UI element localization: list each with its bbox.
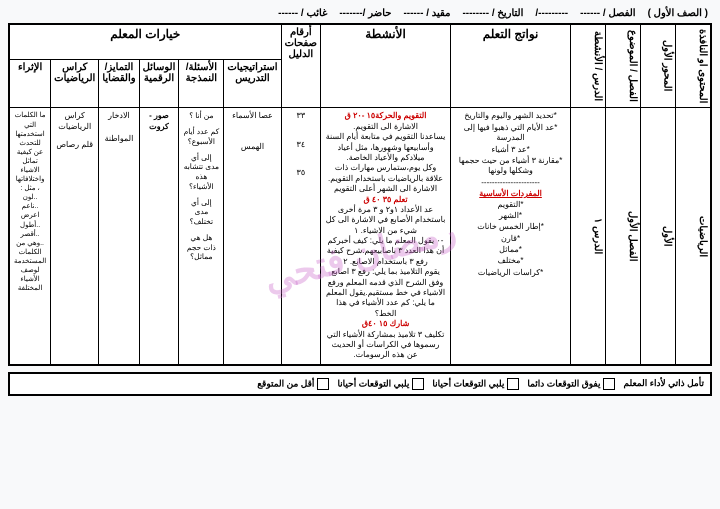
checkbox[interactable] bbox=[412, 378, 424, 390]
cell-chapter: الفصل الأول bbox=[605, 108, 640, 365]
act1-title: التقويم والحركة١٥ -٢٠ ق bbox=[325, 111, 446, 121]
cell-axis: الأول bbox=[640, 108, 675, 365]
date-label: التاريخ / -------- bbox=[462, 8, 523, 19]
cell-mathbooks: كراس الرياضياتقلم رصاص bbox=[51, 108, 99, 365]
footer-opt: يفوق التوقعات دائما bbox=[527, 378, 600, 388]
col-tools: الوسائل الرقمية bbox=[139, 59, 179, 108]
semester: ---------/ bbox=[535, 8, 568, 19]
vocab-title: المفردات الأساسية bbox=[455, 189, 566, 199]
lesson-plan-table: المحتوى او النافذة المحور الأول الفصل / … bbox=[8, 23, 712, 366]
cell-activities: التقويم والحركة١٥ -٢٠ ق الاشارة الى التق… bbox=[321, 108, 451, 365]
cell-diff: الادخارالمواطنة bbox=[99, 108, 139, 365]
col-enrich: الإثراء bbox=[9, 59, 51, 108]
options-header: خيارات المعلم bbox=[9, 24, 281, 59]
footer-bar: تأمل ذاتي لأداء المعلم يفوق التوقعات دائ… bbox=[8, 372, 712, 396]
col-activities: الأنشطة bbox=[321, 24, 451, 108]
class-label: الفصل / ------ bbox=[580, 8, 635, 19]
col-lesson: الدرس / الأنشطة bbox=[571, 24, 606, 108]
checkbox[interactable] bbox=[317, 378, 329, 390]
act2-title: تعلم ٣٥ ٤٠ ق bbox=[325, 195, 446, 205]
col-content: المحتوى او النافذة bbox=[675, 24, 711, 108]
page-header: ( الصف الأول ) الفصل / ------ ---------/… bbox=[8, 8, 712, 19]
footer-opt: يلبي التوقعات أحيانا bbox=[432, 378, 504, 388]
absent: غائب / ------ bbox=[278, 8, 327, 19]
col-diff: التمايز/ والقضايا bbox=[99, 59, 139, 108]
col-modeling: الأسئلة/ النمذجة bbox=[179, 59, 224, 108]
cell-modeling: من أنا ؟كم عدد أيام الأسبوع؟إلى أي مدى ت… bbox=[179, 108, 224, 365]
cell-outcomes: *تحديد الشهر واليوم والتاريخ*عد الأيام ا… bbox=[451, 108, 571, 365]
cell-tools: صور - كروت bbox=[139, 108, 179, 365]
cell-strategies: عصا الأسماءالهمس bbox=[224, 108, 281, 365]
footer-opt: أقل من المتوقع bbox=[257, 378, 314, 388]
cell-enrich: ما الكلمات التي استخدمتها للتحدث عن كيفي… bbox=[9, 108, 51, 365]
col-pages: أرقام صفحات الدليل bbox=[281, 24, 320, 108]
checkbox[interactable] bbox=[603, 378, 615, 390]
col-outcomes: نواتج التعلم bbox=[451, 24, 571, 108]
col-mathbooks: كراس الرياضيات bbox=[51, 59, 99, 108]
checkbox[interactable] bbox=[507, 378, 519, 390]
grade-label: ( الصف الأول ) bbox=[648, 8, 708, 19]
cell-pages: ٣٣٣٤٣٥ bbox=[281, 108, 320, 365]
footer-opt: يلبي التوقعات أحيانا bbox=[337, 378, 409, 388]
cell-lesson: الدرس ١ bbox=[571, 108, 606, 365]
footer-label: تأمل ذاتي لأداء المعلم bbox=[623, 378, 704, 389]
col-strategies: استراتيجيات التدريس bbox=[224, 59, 281, 108]
col-axis: المحور الأول bbox=[640, 24, 675, 108]
table-row: الرياضيات الأول الفصل الأول الدرس ١ *تحد… bbox=[9, 108, 711, 365]
col-chapter: الفصل / الموضوع bbox=[605, 24, 640, 108]
cell-content: الرياضيات bbox=[675, 108, 711, 365]
restricted: مقيد / ------ bbox=[403, 8, 450, 19]
present: حاضر /------- bbox=[339, 8, 391, 19]
act3-title: شارك ١٥ ٤٠ق bbox=[325, 319, 446, 329]
